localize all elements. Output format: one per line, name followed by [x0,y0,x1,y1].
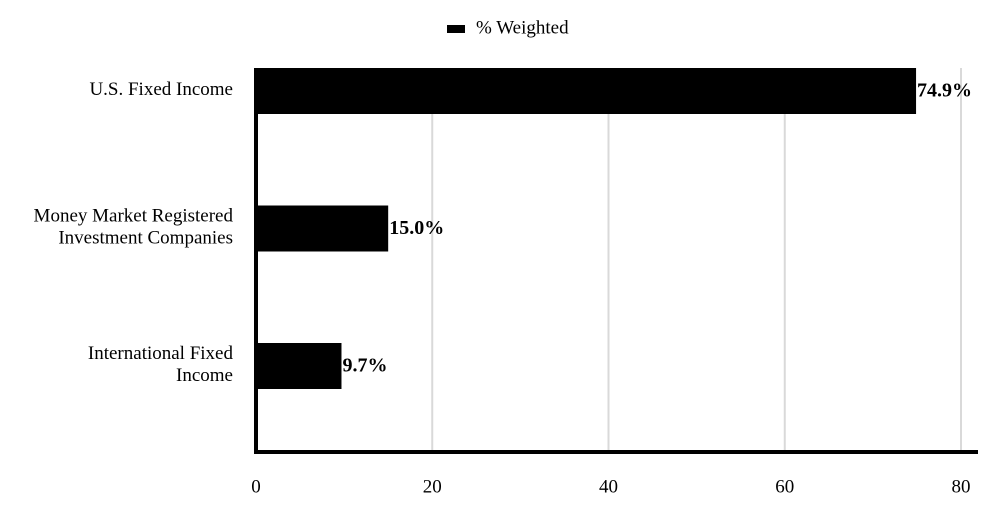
bar [256,68,917,114]
bar [256,205,389,252]
y-tick-label: International Fixed Income [88,343,234,386]
x-tick-label: 80 [952,476,971,497]
value-label: 15.0% [389,217,444,239]
value-label: 74.9% [917,80,972,102]
x-tick-label: 20 [423,476,442,497]
x-tick-label: 40 [599,476,618,497]
legend-swatch [447,25,465,33]
x-tick-label: 60 [775,476,794,497]
y-tick-label: U.S. Fixed Income [89,79,233,100]
x-tick-label: 0 [251,476,261,497]
value-label: 9.7% [342,355,387,377]
legend-label: % Weighted [476,17,569,38]
y-tick-label: Money Market Registered Investment Compan… [34,206,234,249]
bar [256,343,342,389]
